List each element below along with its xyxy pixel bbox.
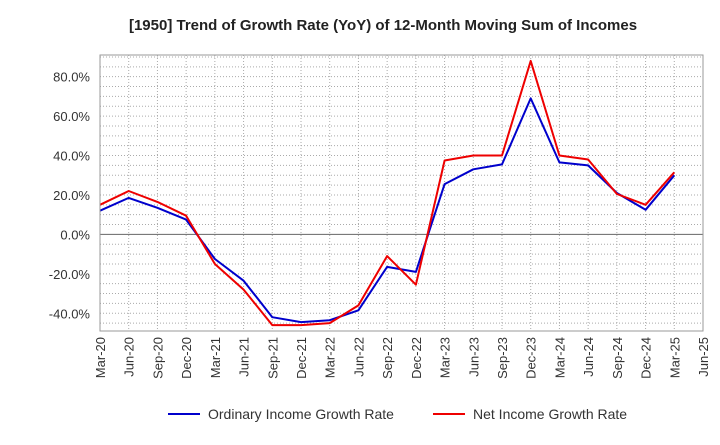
x-tick-label: Mar-25 [667,337,682,378]
x-tick-label: Sep-21 [265,337,280,379]
x-tick-label: Sep-20 [150,337,165,379]
series-line-ordinary-income [99,97,676,324]
x-axis-tick-labels: Mar-20 Jun-20 Sep-20 Dec-20 Mar-21 Jun-21 Sep-… [93,337,711,379]
x-tick-label: Jun-24 [581,337,596,377]
y-tick-label: 40.0% [53,149,90,164]
legend-label-ordinary-income: Ordinary Income Growth Rate [208,406,394,422]
y-axis-tick-labels: 80.0% 60.0% 40.0% 20.0% 0.0% -20.0% -40.0% [49,70,91,322]
x-tick-label: Mar-23 [438,337,453,378]
x-tick-label: Sep-24 [610,337,625,379]
x-tick-label: Jun-22 [351,337,366,377]
x-tick-label: Sep-22 [380,337,395,379]
x-tick-label: Sep-23 [495,337,510,379]
y-tick-label: 60.0% [53,109,90,124]
legend-label-net-income: Net Income Growth Rate [473,406,627,422]
grid [100,55,703,331]
x-tick-label: Dec-24 [639,337,654,379]
x-tick-label: Mar-20 [93,337,108,378]
series-line-net-income [99,59,676,327]
x-tick-label: Jun-20 [122,337,137,377]
legend: Ordinary Income Growth Rate Net Income G… [168,406,627,422]
x-tick-label: Jun-23 [466,337,481,377]
x-tick-label: Jun-25 [696,337,711,377]
y-tick-label: -20.0% [49,267,91,282]
x-tick-label: Mar-21 [208,337,223,378]
y-tick-label: -40.0% [49,306,91,321]
x-tick-label: Dec-23 [524,337,539,379]
x-tick-label: Dec-22 [409,337,424,379]
x-tick-label: Jun-21 [237,337,252,377]
x-tick-label: Dec-21 [294,337,309,379]
plot-area-border [99,54,704,332]
y-tick-label: 80.0% [53,70,90,85]
x-tick-label: Mar-22 [323,337,338,378]
x-tick-label: Mar-24 [552,337,567,378]
series-lines [99,59,676,327]
y-tick-label: 20.0% [53,188,90,203]
x-tick-label: Dec-20 [179,337,194,379]
y-tick-label: 0.0% [60,227,90,242]
chart-title: [1950] Trend of Growth Rate (YoY) of 12-… [129,17,637,34]
